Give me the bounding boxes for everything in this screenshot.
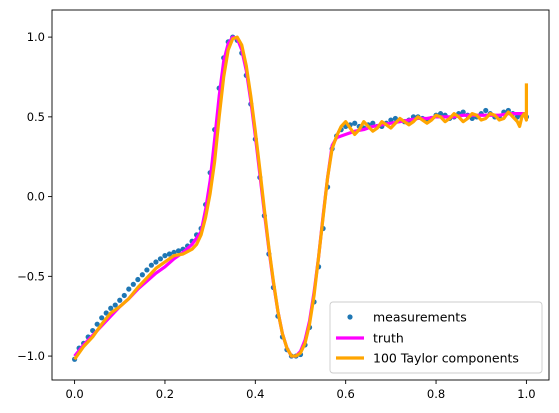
measurement-point xyxy=(121,292,127,299)
x-tick-label: 0.0 xyxy=(65,387,83,401)
measurement-point xyxy=(103,310,109,316)
y-tick-label: −0.5 xyxy=(17,269,45,283)
x-tick-label: 1.0 xyxy=(517,387,535,401)
y-tick-label: 1.0 xyxy=(27,30,45,44)
measurement-point xyxy=(130,281,136,287)
measurement-point xyxy=(370,120,376,126)
measurement-point xyxy=(144,267,150,273)
legend-label-taylor: 100 Taylor components xyxy=(373,351,519,366)
legend-box xyxy=(329,301,543,374)
plot-marks xyxy=(71,34,530,362)
measurement-point xyxy=(99,315,105,321)
measurement-point xyxy=(94,321,100,327)
legend: measurements truth 100 Taylor components xyxy=(329,301,543,374)
measurement-point xyxy=(139,272,145,278)
legend-label-measurements: measurements xyxy=(373,310,467,325)
measurement-point xyxy=(388,117,394,123)
measurement-point xyxy=(460,109,466,115)
measurement-point xyxy=(148,262,154,268)
measurement-point xyxy=(157,256,164,262)
y-tick-label: 0.5 xyxy=(27,110,45,124)
measurement-point xyxy=(162,253,168,259)
legend-label-truth: truth xyxy=(373,331,404,346)
measurement-point xyxy=(126,286,132,292)
measurement-point xyxy=(175,248,182,254)
measurement-point xyxy=(352,120,358,126)
x-axis: 0.0 0.2 0.4 0.6 0.8 1.0 xyxy=(65,380,536,401)
plot-frame xyxy=(51,9,550,381)
measurement-point xyxy=(153,259,159,265)
measurement-point xyxy=(117,297,123,303)
x-tick-label: 0.2 xyxy=(156,387,174,401)
measurement-point xyxy=(171,249,177,256)
measurement-point xyxy=(166,251,173,257)
measurement-point xyxy=(483,107,489,114)
measurement-point xyxy=(135,276,141,283)
y-tick-label: 0.0 xyxy=(27,190,45,204)
x-tick-label: 0.8 xyxy=(427,387,445,401)
y-tick-label: −1.0 xyxy=(17,349,45,363)
measurement-point xyxy=(112,302,118,308)
taylor-components-line xyxy=(73,35,529,361)
legend-marker-measurements xyxy=(347,314,353,320)
measurement-point xyxy=(108,305,114,311)
x-tick-label: 0.4 xyxy=(246,387,264,401)
y-axis: −1.0 −0.5 0.0 0.5 1.0 xyxy=(17,30,52,363)
x-tick-label: 0.6 xyxy=(337,387,355,401)
